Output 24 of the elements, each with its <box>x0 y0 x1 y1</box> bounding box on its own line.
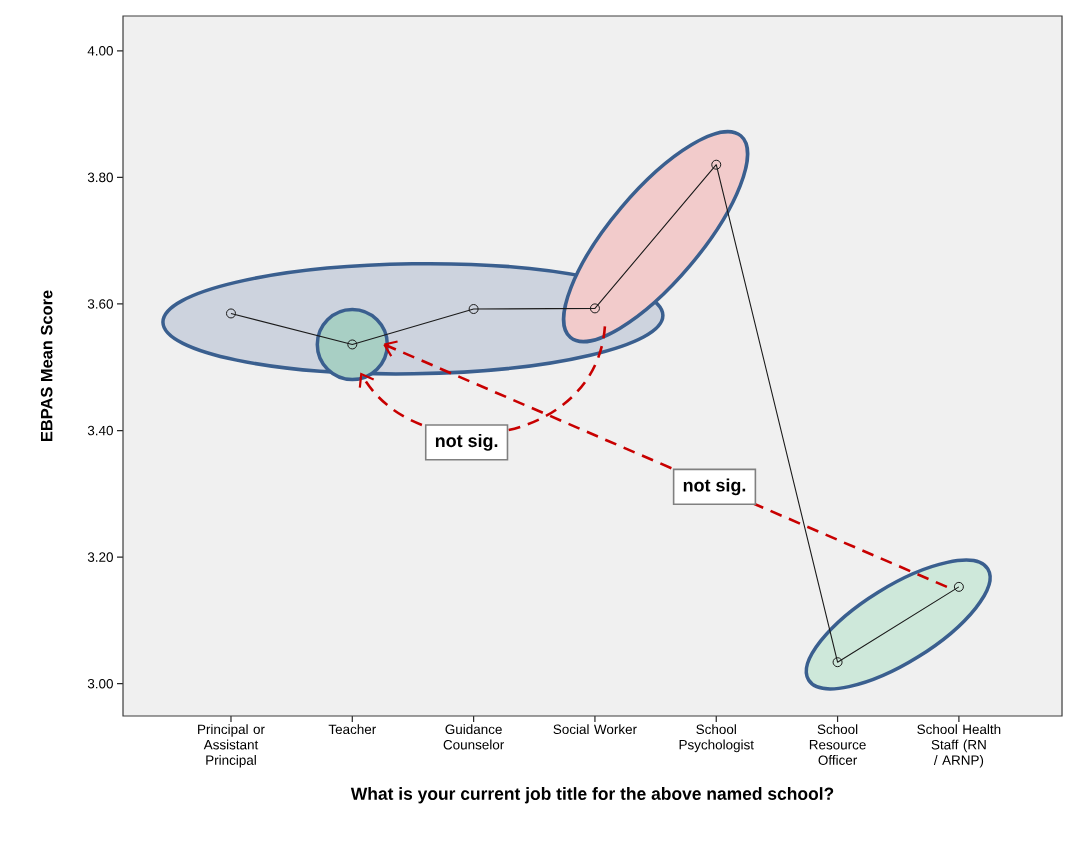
x-tick-label: Principal or Assistant Principal <box>198 724 265 768</box>
point <box>225 308 236 319</box>
y-tick-label: 3.60 <box>87 299 113 309</box>
y-tick-label: 4.00 <box>87 46 113 56</box>
annotation: not sig. <box>683 478 746 496</box>
y-tick-label: 3.80 <box>87 172 113 183</box>
x-tick-label: Social Worker <box>553 724 637 735</box>
point <box>711 159 722 170</box>
point <box>589 303 600 314</box>
x-axis-title: What is your current job title for the above named school? <box>350 787 834 804</box>
y-tick-label: 3.40 <box>87 425 113 436</box>
y-tick-label: 3.20 <box>87 552 113 562</box>
annotation: not sig. <box>435 433 498 451</box>
x-tick-label: Teacher <box>328 724 376 735</box>
x-tick-label: School Resource Officer <box>809 724 866 765</box>
x-tick-label: Guidance Counselor <box>443 724 505 750</box>
x-tick-label: School Health Staff (RN / ARNP) <box>917 724 1001 768</box>
y-tick-label: 3.00 <box>87 678 113 689</box>
point <box>832 657 843 668</box>
point <box>468 304 479 315</box>
y-axis-title: EBPAS Mean Score <box>40 290 53 442</box>
point <box>953 581 964 592</box>
x-tick-label: School Psychologist <box>679 724 754 753</box>
point <box>347 339 358 350</box>
